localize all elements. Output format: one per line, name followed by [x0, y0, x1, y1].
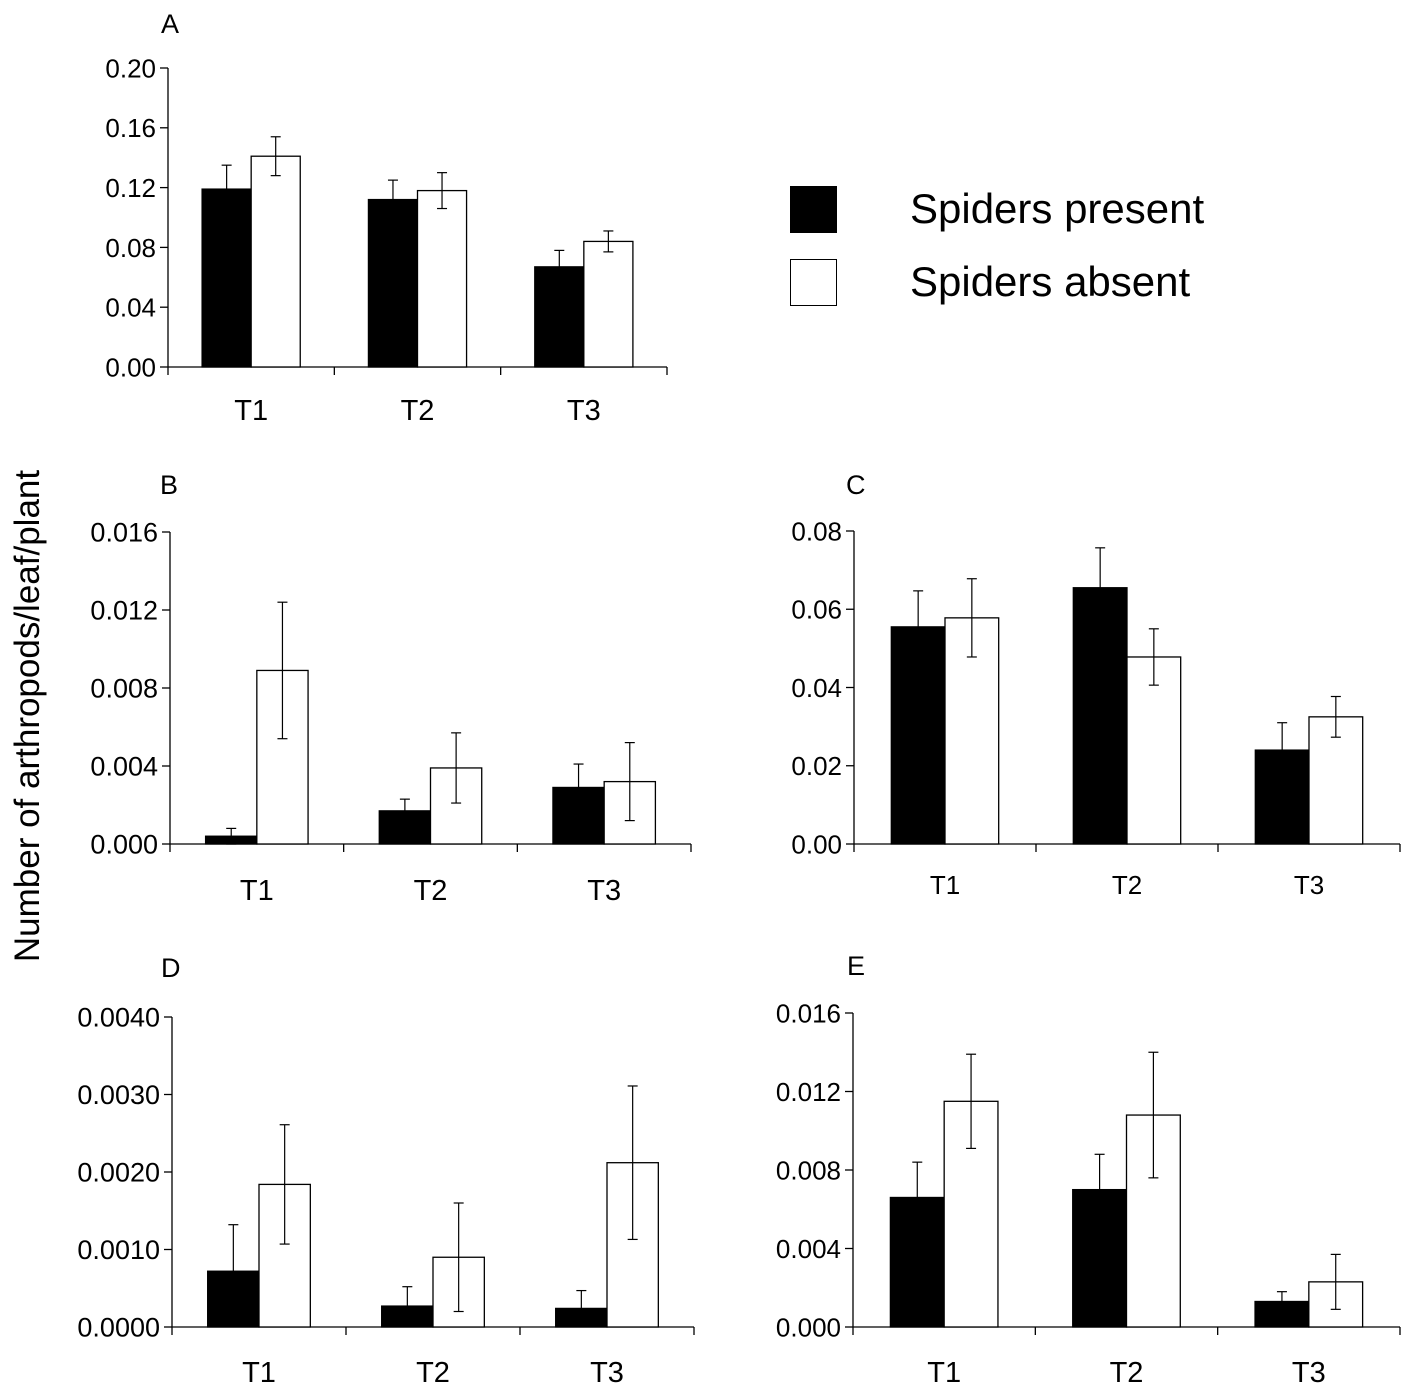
y-tick-label-c: 0.04 [791, 673, 842, 703]
x-tick-label-b: T1 [240, 875, 274, 907]
y-tick-label-d: 0.0010 [77, 1235, 160, 1265]
x-tick-label-e: T1 [927, 1357, 961, 1389]
y-tick-label-a: 0.08 [105, 233, 156, 263]
panel-label-c: C [846, 470, 866, 500]
y-tick-label-e: 0.008 [776, 1155, 841, 1185]
x-tick-label-a: T1 [234, 395, 268, 427]
legend-item-spiders-present: Spiders present [788, 183, 1308, 237]
y-tick-label-e: 0.012 [776, 1077, 841, 1107]
y-tick-label-d: 0.0020 [77, 1158, 160, 1188]
bar-a-absent [250, 155, 301, 368]
x-tick-label-d: T1 [242, 1357, 276, 1389]
bar-a-present [201, 188, 252, 368]
y-tick-label-d: 0.0040 [77, 1003, 160, 1033]
y-tick-label-b: 0.008 [90, 674, 158, 704]
bar-e-present [1254, 1300, 1310, 1328]
legend-swatch-spiders-present [790, 186, 837, 233]
panel-b: B 0.000 0.004 0.008 0.012 0.016 T1 T2 T3 [90, 470, 692, 907]
y-tick-label-e: 0.004 [776, 1234, 841, 1264]
legend-swatch-spiders-absent [790, 259, 837, 306]
y-tick-label-c: 0.02 [791, 751, 842, 781]
x-tick-label-c: T2 [1112, 870, 1142, 900]
y-tick-label-a: 0.04 [105, 293, 156, 323]
panel-label-a: A [161, 9, 179, 39]
x-tick-label-e: T3 [1292, 1357, 1326, 1389]
legend-label-spiders-present: Spiders present [910, 185, 1205, 232]
x-tick-label-d: T3 [590, 1357, 624, 1389]
y-tick-label-a: 0.00 [105, 352, 156, 382]
y-tick-label-a: 0.12 [105, 173, 156, 203]
panel-c: C 0.00 0.02 0.04 0.06 0.08 T1 T2 T3 [791, 470, 1401, 900]
panel-label-d: D [161, 953, 181, 983]
y-tick-label-b: 0.016 [90, 518, 158, 548]
y-tick-label-e: 0.000 [776, 1312, 841, 1342]
x-tick-label-b: T3 [587, 875, 621, 907]
panel-label-e: E [847, 951, 865, 981]
y-tick-label-a: 0.16 [105, 113, 156, 143]
legend: Spiders present Spiders absent [788, 183, 1308, 313]
panel-e: E 0.000 0.004 0.008 0.012 0.016 T1 T2 T3 [776, 951, 1401, 1389]
y-tick-label-d: 0.0030 [77, 1080, 160, 1110]
x-tick-label-a: T3 [567, 395, 601, 427]
panel-d: D 0.0000 0.0010 0.0020 0.0030 0.0040 T1 T2 T3 [77, 953, 695, 1389]
bar-a-present [367, 198, 419, 368]
y-tick-label-a: 0.20 [105, 53, 156, 83]
bar-c-absent [1308, 716, 1364, 845]
x-tick-label-a: T2 [401, 395, 435, 427]
y-tick-label-e: 0.016 [776, 998, 841, 1028]
panel-a: A 0.00 0.04 0.08 0.12 0.16 0.20 T1 T2 T3 [105, 9, 668, 427]
bar-a-absent [416, 189, 468, 368]
x-tick-label-e: T2 [1110, 1357, 1144, 1389]
bar-c-present [1072, 587, 1128, 845]
y-tick-label-b: 0.000 [90, 830, 158, 860]
legend-label-spiders-absent: Spiders absent [910, 258, 1191, 305]
x-tick-label-c: T1 [930, 870, 960, 900]
y-tick-label-d: 0.0000 [77, 1313, 160, 1343]
x-tick-label-c: T3 [1294, 870, 1324, 900]
y-tick-label-b: 0.012 [90, 596, 158, 626]
y-tick-label-b: 0.004 [90, 752, 158, 782]
bar-a-absent [583, 240, 634, 368]
legend-item-spiders-absent: Spiders absent [788, 256, 1308, 310]
x-tick-label-d: T2 [416, 1357, 450, 1389]
y-tick-label-c: 0.00 [791, 829, 842, 859]
x-tick-label-b: T2 [414, 875, 448, 907]
y-tick-label-c: 0.08 [791, 516, 842, 546]
panel-label-b: B [160, 470, 178, 500]
y-tick-label-c: 0.06 [791, 595, 842, 625]
y-axis-label-text: Number of arthropods/leaf/plant [8, 469, 47, 963]
